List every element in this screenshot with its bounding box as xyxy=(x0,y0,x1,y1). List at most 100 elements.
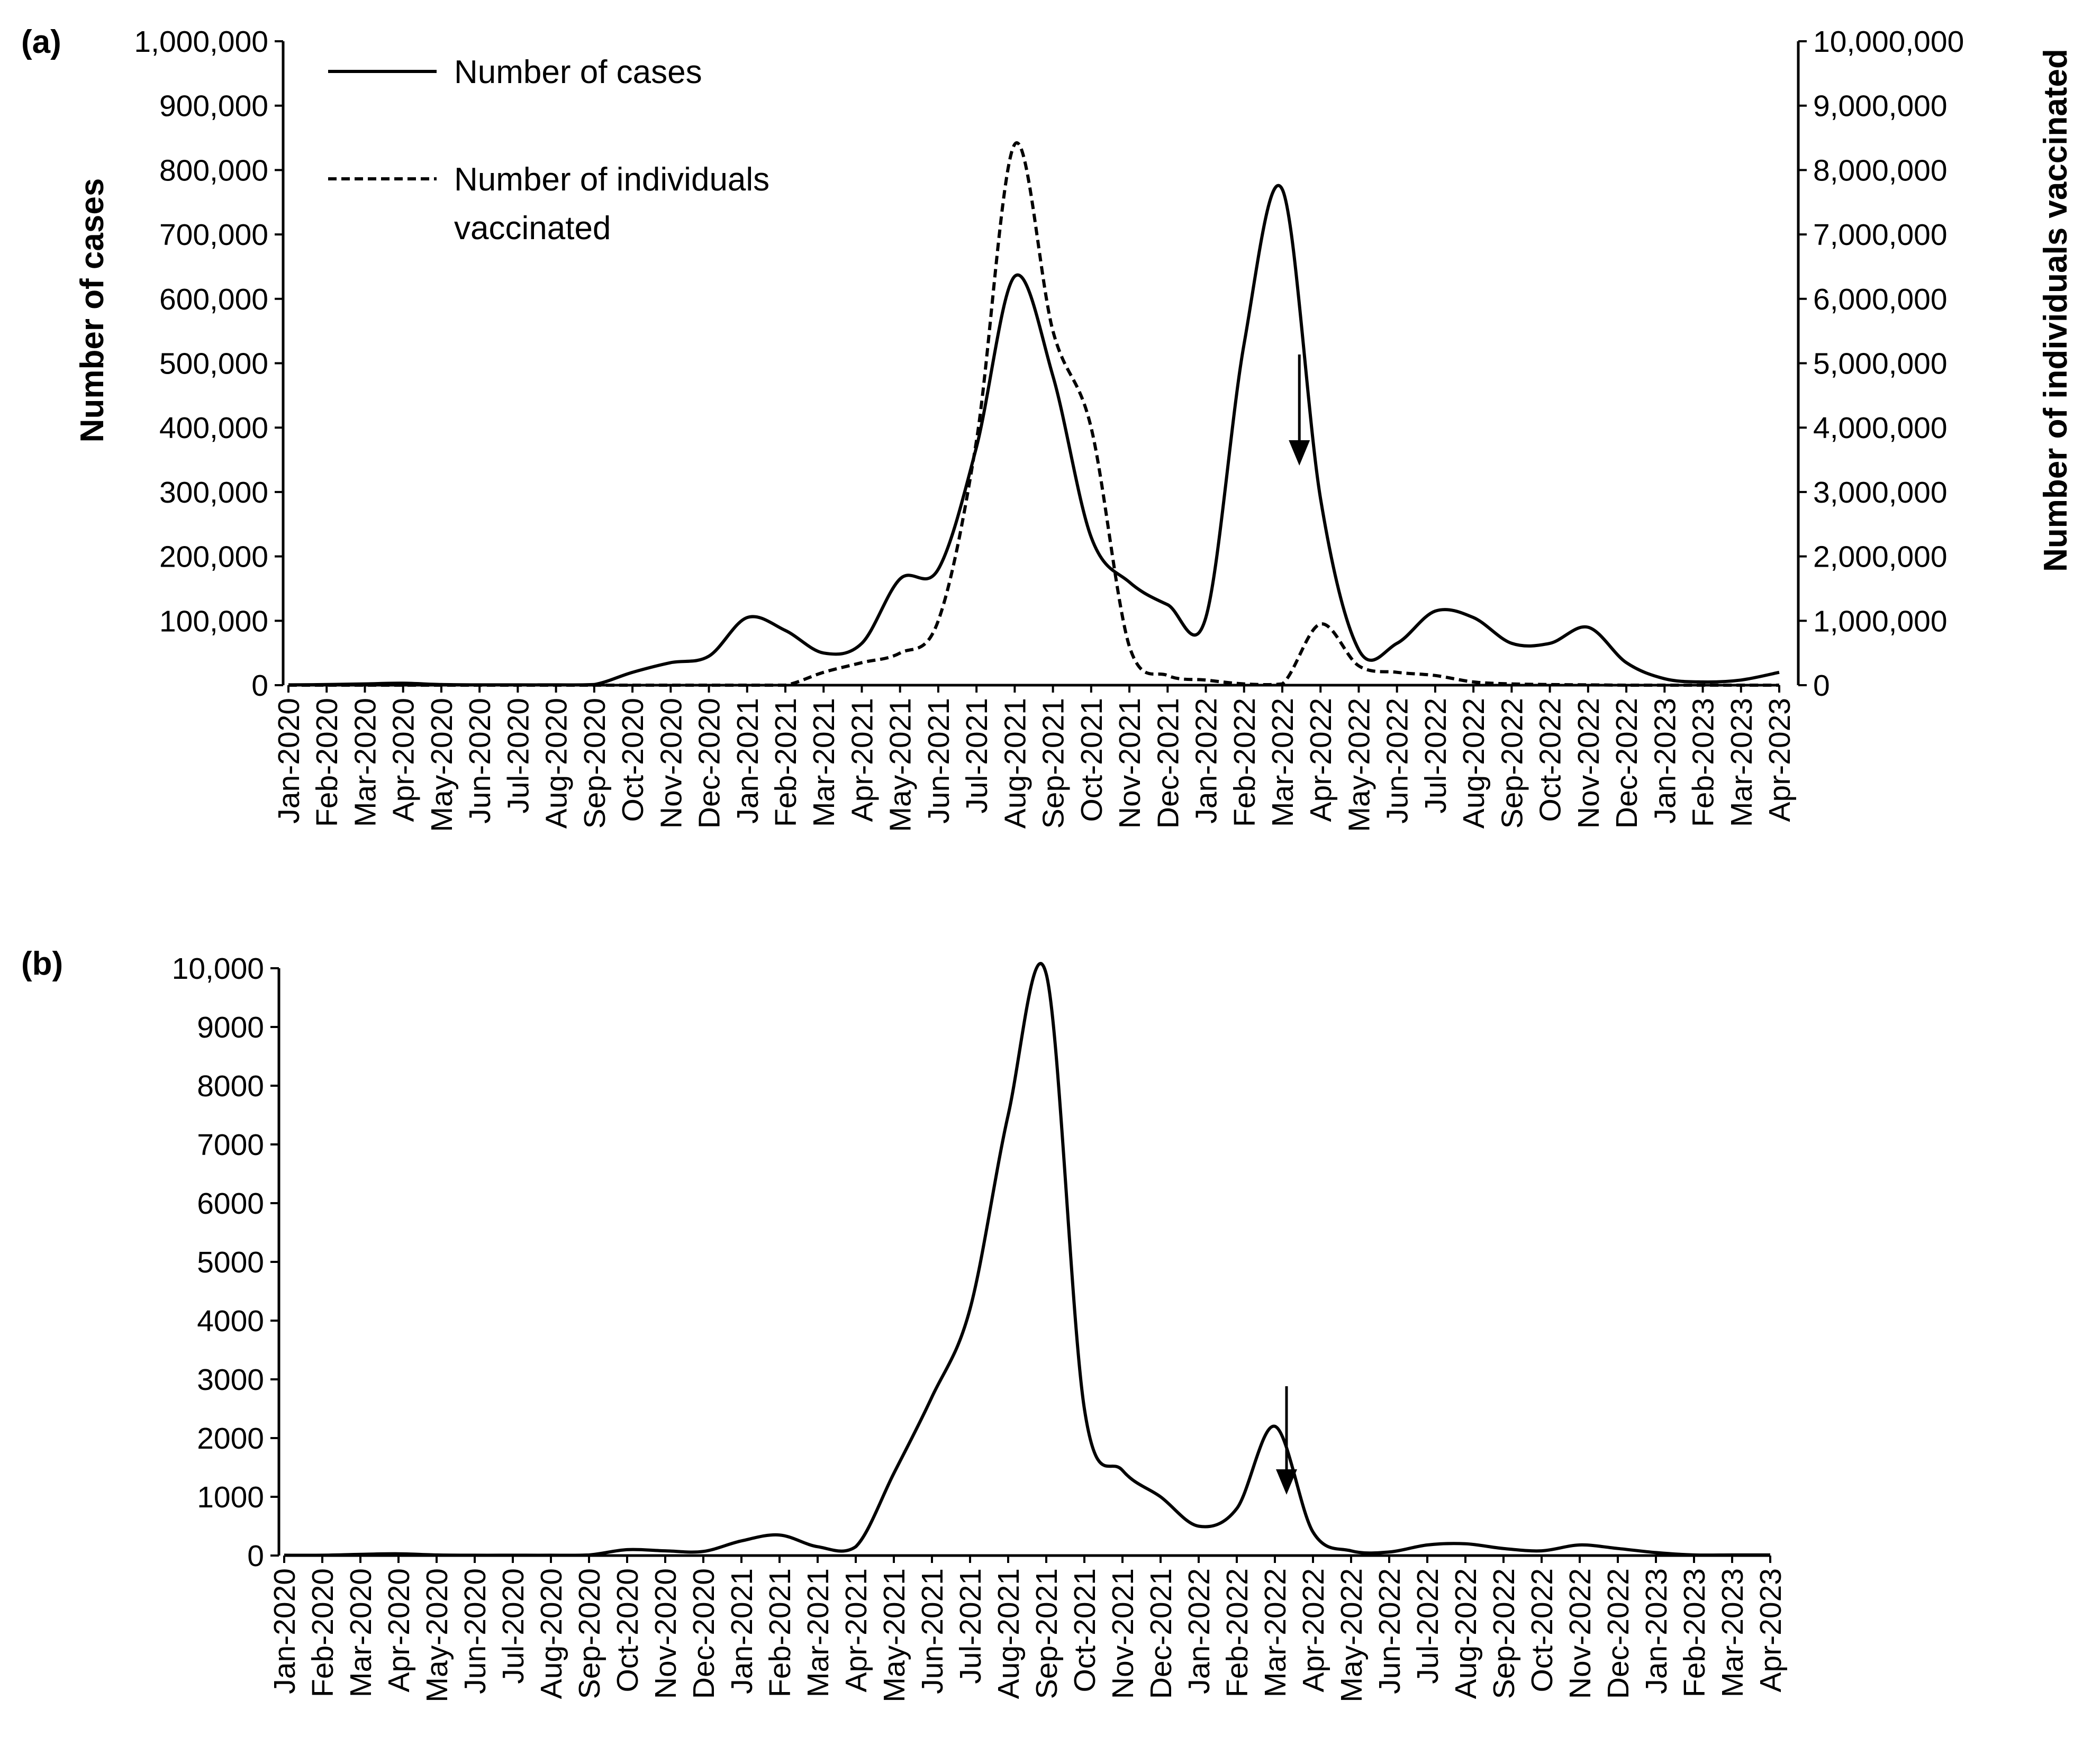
panel-b-x-tick-label: Oct-2020 xyxy=(611,1568,645,1692)
panel-b-y-tick-label: 4000 xyxy=(197,1304,264,1338)
panel-b-x-tick-label: Jun-2021 xyxy=(916,1568,949,1694)
panel-a-y-tick-label: 700,000 xyxy=(159,218,268,252)
panel-a-y-axis-title: Number of cases xyxy=(74,178,111,443)
panel-a-x-tick-label: Nov-2020 xyxy=(654,698,688,829)
panel-a-x-tick-label: Aug-2020 xyxy=(540,698,574,829)
panel-a-y-tick-label: 400,000 xyxy=(159,411,268,445)
panel-a-x-tick-label: Jan-2020 xyxy=(272,698,306,824)
panel-b-y-tick-label: 9000 xyxy=(197,1011,264,1044)
panel-a-y-tick-label: 100,000 xyxy=(159,604,268,638)
panel-b-x-tick-label: Oct-2021 xyxy=(1068,1568,1102,1692)
panel-a-x-tick-label: Apr-2022 xyxy=(1304,698,1338,822)
panel-b-y-tick-label: 0 xyxy=(247,1539,264,1573)
panel-a-annotation-arrow xyxy=(1289,354,1310,466)
panel-b-x-tick-label: Jun-2020 xyxy=(458,1568,492,1694)
panel-b-x-tick-label: Nov-2021 xyxy=(1106,1568,1140,1699)
panel-b-x-tick-label: Nov-2022 xyxy=(1563,1568,1597,1699)
panel-a-x-tick-label: Jul-2022 xyxy=(1419,698,1453,814)
panel-a-x-tick-label: Jan-2023 xyxy=(1648,698,1682,824)
panel-a-x-tick-label: Dec-2021 xyxy=(1151,698,1185,829)
panel-a-y-tick-label: 1,000,000 xyxy=(134,25,268,59)
panel-b-x-tick-label: Sep-2022 xyxy=(1487,1568,1521,1699)
panel-b-x-tick-label: May-2021 xyxy=(877,1568,911,1702)
panel-b-y-tick-label: 5000 xyxy=(197,1245,264,1279)
panel-b-x-tick-label: Apr-2020 xyxy=(382,1568,416,1693)
panel-b-y-tick-label: 3000 xyxy=(197,1363,264,1397)
panel-b-y-tick-label: 10,000 xyxy=(172,952,264,986)
panel-a-x-tick-label: Mar-2020 xyxy=(348,698,382,827)
panel-b-x-tick-label: Feb-2023 xyxy=(1678,1568,1711,1697)
panel-a-legend-vaccinated-label-line1: Number of individuals xyxy=(454,161,769,198)
panel-b-x-tick-label: Jul-2022 xyxy=(1411,1568,1445,1684)
panel-b-x-tick-label: Sep-2020 xyxy=(573,1568,606,1699)
panel-a-x-tick-label: Jun-2022 xyxy=(1381,698,1415,824)
panel-a-x-tick-label: Apr-2020 xyxy=(387,698,421,822)
panel-a-x-tick-label: Dec-2020 xyxy=(693,698,727,829)
panel-a-series-vaccinated-line xyxy=(288,141,1779,687)
panel-b-x-tick-label: Oct-2022 xyxy=(1525,1568,1559,1692)
panel-a-y2-tick-label: 8,000,000 xyxy=(1813,153,1948,187)
panel-b-x-tick-label: Jun-2022 xyxy=(1373,1568,1407,1694)
panel-a-legend: Number of cases Number of individuals vacc… xyxy=(328,54,769,247)
panel-a-x-tick-label: Mar-2023 xyxy=(1725,698,1759,827)
panel-a-y2-tick-label: 2,000,000 xyxy=(1813,540,1948,574)
panel-a-y2-tick-label: 3,000,000 xyxy=(1813,476,1948,510)
panel-a-annotation-arrow-head xyxy=(1289,440,1310,466)
panel-b-chart: (b) 0 1000 2000 3000 4000 5000 6000 7000 8000 9000… xyxy=(21,945,1788,1702)
panel-a-x-tick-label: Feb-2021 xyxy=(769,698,803,827)
panel-a-y-tick-label: 500,000 xyxy=(159,347,268,381)
panel-b-label: (b) xyxy=(21,945,63,982)
panel-a-y2-tick-label: 10,000,000 xyxy=(1813,25,1964,59)
panel-a-y-tick-label: 0 xyxy=(251,669,268,703)
panel-a-legend-vaccinated-label-line2: vaccinated xyxy=(454,210,611,247)
panel-a-x-tick-label: Sep-2020 xyxy=(578,698,612,829)
panel-a-y2-tick-label: 6,000,000 xyxy=(1813,283,1948,316)
panel-b-x-tick-label: Dec-2022 xyxy=(1601,1568,1635,1699)
panel-b-x-tick-label: Jan-2020 xyxy=(268,1568,302,1694)
panel-b-x-tick-label: May-2020 xyxy=(420,1568,454,1702)
panel-b-x-tick-label: Mar-2023 xyxy=(1716,1568,1750,1697)
panel-b-x-tick-label: Feb-2020 xyxy=(306,1568,340,1697)
panel-a-y-tick-label: 600,000 xyxy=(159,283,268,316)
panel-b-x-tick-label: Dec-2021 xyxy=(1144,1568,1178,1699)
panel-b-y-tick-label: 2000 xyxy=(197,1422,264,1456)
panel-a-x-tick-label: Jan-2022 xyxy=(1190,698,1224,824)
panel-a-x-tick-label: Oct-2021 xyxy=(1075,698,1109,822)
panel-b-x-tick-label: Apr-2022 xyxy=(1297,1568,1330,1693)
panel-b-x-tick-label: Nov-2020 xyxy=(649,1568,683,1699)
panel-a-y2-axis-title: Number of individuals vaccinated xyxy=(2037,49,2074,572)
panel-a-y-tick-label: 200,000 xyxy=(159,540,268,574)
panel-a-x-tick-label: Nov-2022 xyxy=(1572,698,1606,829)
panel-b-x-tick-label: Apr-2023 xyxy=(1754,1568,1788,1693)
panel-b-x-tick-label: Apr-2021 xyxy=(839,1568,873,1693)
panel-a-x-tick-label: Apr-2023 xyxy=(1763,698,1797,822)
panel-b-x-tick-label: Aug-2021 xyxy=(992,1568,1026,1699)
panel-a-x-tick-label: Jun-2021 xyxy=(922,698,956,824)
panel-a-y2-tick-label: 0 xyxy=(1813,669,1830,703)
panel-a-y2-tick-label: 5,000,000 xyxy=(1813,347,1948,381)
panel-a-x-tick-label: May-2021 xyxy=(884,698,918,832)
panel-b-x-tick-label: Dec-2020 xyxy=(687,1568,721,1699)
panel-b-x-tick-label: Jul-2021 xyxy=(954,1568,988,1684)
panel-a-y-tick-label: 900,000 xyxy=(159,89,268,123)
panel-a-y-tick-label: 300,000 xyxy=(159,476,268,510)
panel-a-x-tick-label: Feb-2023 xyxy=(1687,698,1720,827)
panel-a-label: (a) xyxy=(21,24,61,60)
panel-b-x-tick-label: Mar-2021 xyxy=(801,1568,835,1697)
panel-b-y-tick-label: 8000 xyxy=(197,1069,264,1103)
panel-a-x-tick-label: Jul-2020 xyxy=(501,698,535,814)
panel-a-x-tick-label: Feb-2022 xyxy=(1228,698,1262,827)
panel-a-x-tick-label: Mar-2021 xyxy=(807,698,841,827)
panel-a-chart: (a) 0 100,000 200,000 300,000 400,000 500,000 6… xyxy=(21,24,2074,832)
panel-b-x-tick-label: Mar-2022 xyxy=(1258,1568,1292,1697)
panel-a-x-tick-label: Sep-2022 xyxy=(1495,698,1529,829)
panel-a-x-tick-label: Nov-2021 xyxy=(1113,698,1147,829)
panel-a-x-tick-label: Jul-2021 xyxy=(960,698,994,814)
panel-a-y2-tick-label: 1,000,000 xyxy=(1813,604,1948,638)
panel-a-x-tick-label: Sep-2021 xyxy=(1037,698,1071,829)
panel-a-x-tick-label: Oct-2022 xyxy=(1534,698,1568,822)
panel-a-y2-tick-label: 4,000,000 xyxy=(1813,411,1948,445)
panel-b-y-tick-label: 1000 xyxy=(197,1480,264,1514)
panel-b-series-line xyxy=(284,962,1770,1557)
